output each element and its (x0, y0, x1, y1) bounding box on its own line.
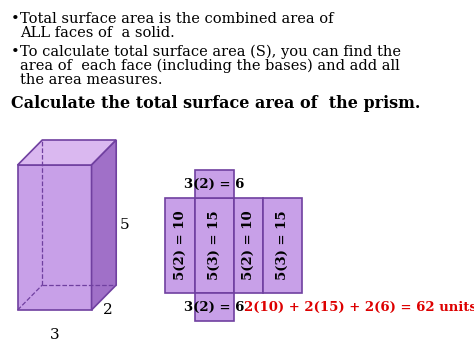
Polygon shape (195, 293, 234, 321)
Text: 5(3) = 15: 5(3) = 15 (276, 211, 289, 280)
Polygon shape (195, 198, 234, 293)
Polygon shape (264, 198, 302, 293)
Polygon shape (18, 140, 116, 165)
Polygon shape (234, 198, 264, 293)
Text: Total surface area is the combined area of: Total surface area is the combined area … (20, 12, 333, 26)
Polygon shape (91, 140, 116, 310)
Text: 5(2) = 10: 5(2) = 10 (174, 211, 187, 280)
Text: 5(2) = 10: 5(2) = 10 (242, 211, 255, 280)
Polygon shape (195, 170, 234, 198)
Text: 2: 2 (102, 302, 112, 317)
Polygon shape (165, 198, 195, 293)
Polygon shape (18, 165, 91, 310)
Text: ALL faces of  a solid.: ALL faces of a solid. (20, 26, 174, 40)
Text: 5(3) = 15: 5(3) = 15 (208, 211, 221, 280)
Text: To calculate total surface area (S), you can find the: To calculate total surface area (S), you… (20, 45, 401, 59)
Text: 3(2) = 6: 3(2) = 6 (184, 178, 245, 191)
Text: •: • (10, 45, 19, 59)
Text: 5: 5 (120, 218, 129, 232)
Text: Calculate the total surface area of  the prism.: Calculate the total surface area of the … (10, 95, 420, 112)
Text: 3(2) = 6: 3(2) = 6 (184, 300, 245, 313)
Text: •: • (10, 12, 19, 26)
Text: 2(10) + 2(15) + 2(6) = 62 units²: 2(10) + 2(15) + 2(6) = 62 units² (245, 300, 474, 313)
Text: the area measures.: the area measures. (20, 73, 162, 87)
Text: 3: 3 (50, 328, 59, 342)
Text: area of  each face (including the bases) and add all: area of each face (including the bases) … (20, 59, 400, 73)
